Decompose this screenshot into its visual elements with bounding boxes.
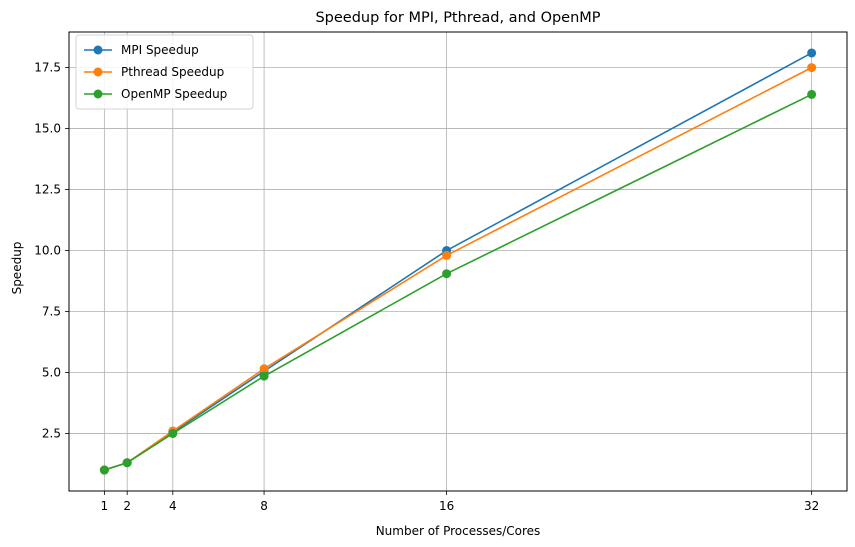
legend-marker: [93, 67, 103, 77]
data-point: [122, 458, 132, 468]
legend-marker: [93, 45, 103, 55]
series-line: [104, 52, 813, 471]
data-point: [259, 364, 269, 374]
y-tick-label: 7.5: [42, 304, 61, 318]
y-tick-label: 15.0: [34, 122, 61, 136]
x-tick-label: 4: [169, 499, 177, 513]
y-tick-label: 2.5: [42, 426, 61, 440]
data-point: [807, 48, 817, 58]
data-point: [259, 371, 269, 381]
data-point: [168, 428, 178, 438]
data-point: [442, 250, 452, 260]
series-line: [104, 93, 812, 471]
legend-label: MPI Speedup: [121, 43, 199, 57]
y-axis-label: Speedup: [10, 242, 24, 295]
x-tick-label: 32: [804, 499, 819, 513]
data-point: [442, 269, 452, 279]
data-point: [807, 89, 817, 99]
axis-ticks: 1 2 4 8 16 32 2.5 5.0 7.5 10.0 12.5 15.0 17.5: [34, 61, 819, 513]
y-tick-label: 17.5: [34, 61, 61, 75]
y-tick-label: 10.0: [34, 244, 61, 258]
data-point: [99, 465, 109, 475]
y-tick-label: 5.0: [42, 365, 61, 379]
series-layer: [99, 48, 817, 475]
data-point: [807, 63, 817, 73]
grid-lines: [69, 32, 847, 491]
chart-title: Speedup for MPI, Pthread, and OpenMP: [315, 10, 600, 26]
legend-box: [75, 34, 254, 110]
y-tick-label: 12.5: [34, 183, 61, 197]
legend-label: Pthread Speedup: [121, 65, 224, 79]
x-axis-label: Number of Processes/Cores: [376, 524, 541, 538]
plot-frame: [68, 31, 848, 492]
x-tick-label: 2: [123, 499, 131, 513]
x-tick-label: 1: [101, 499, 109, 513]
legend-marker: [93, 89, 103, 99]
legend: MPI Speedup Pthread Speedup OpenMP Speedup: [75, 34, 254, 110]
x-tick-label: 16: [439, 499, 454, 513]
x-tick-label: 8: [260, 499, 268, 513]
legend-label: OpenMP Speedup: [121, 87, 227, 101]
